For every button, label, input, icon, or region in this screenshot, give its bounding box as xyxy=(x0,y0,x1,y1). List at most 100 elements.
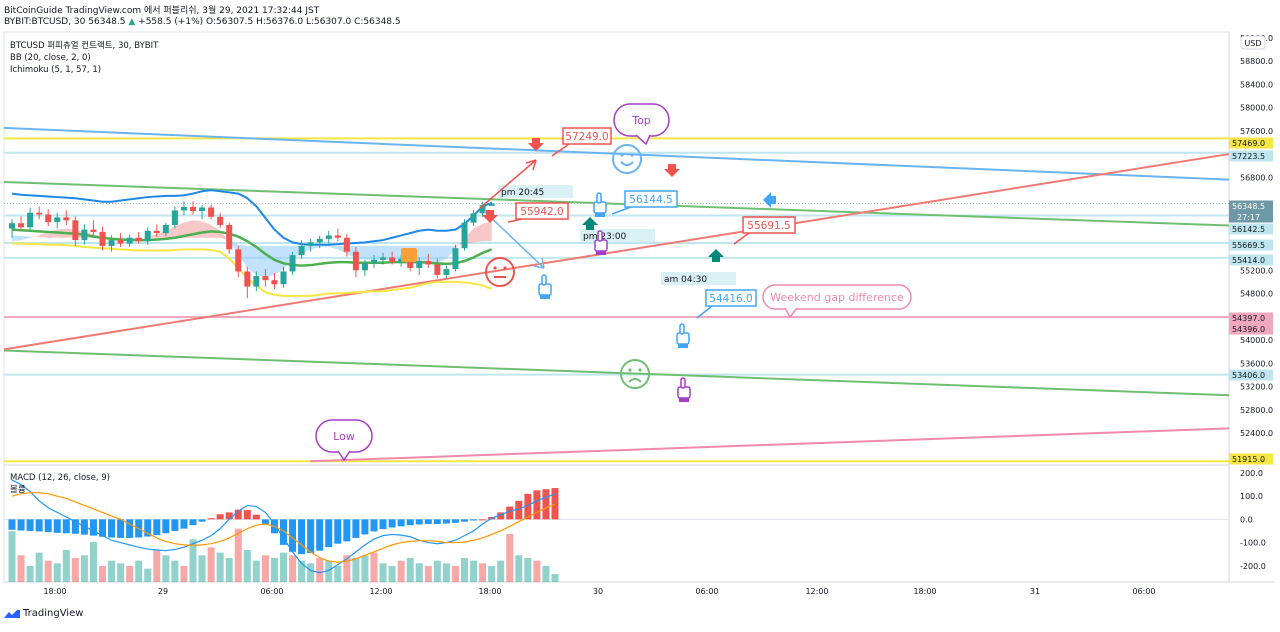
volume-legend: 볼륨 xyxy=(10,484,26,495)
x-tick-label: 12:00 xyxy=(805,587,828,596)
candle xyxy=(81,224,88,245)
macd-histogram-bar xyxy=(515,500,523,520)
macd-histogram-bar xyxy=(379,519,387,530)
hand-pointer-icon-palm xyxy=(538,283,552,296)
tradingview-logo[interactable]: TradingView xyxy=(4,608,83,619)
last-price: 56348.5 xyxy=(88,17,126,27)
price-label-55942-box xyxy=(515,202,569,220)
y-tick-label: 57600.0 xyxy=(1240,127,1273,136)
price-label: 56348.5 xyxy=(1232,202,1265,211)
price-label-57249: 57249.0 xyxy=(551,127,612,157)
macd-histogram-bar xyxy=(117,519,125,538)
hand-pointer-icon-cuff xyxy=(678,344,688,348)
candle xyxy=(371,255,377,268)
candle-body xyxy=(316,238,323,243)
candle-body xyxy=(280,271,287,285)
macd-histogram-bar xyxy=(189,519,197,526)
ichimoku-cloud-segment xyxy=(21,236,31,241)
volume-bar xyxy=(180,565,188,582)
macd-histogram-bar xyxy=(108,519,116,538)
down-arrow-icon xyxy=(482,210,498,223)
price-label-bg xyxy=(1229,323,1273,335)
candle xyxy=(479,201,486,217)
volume-bar xyxy=(316,557,324,582)
macd-histogram-bar xyxy=(144,519,152,537)
price-label-55691-text: 55691.5 xyxy=(747,220,790,232)
volume-bar xyxy=(334,565,342,582)
currency-button-label: USD xyxy=(1244,39,1261,48)
candle-body xyxy=(226,224,233,250)
volume-bar xyxy=(488,565,496,582)
price-label-54416-leader xyxy=(696,305,713,319)
ichimoku-cloud-segment xyxy=(392,245,402,260)
hand-pointer-icon-finger xyxy=(597,230,603,242)
volume-bar xyxy=(298,560,306,582)
price-label-55942-text: 55942.0 xyxy=(520,206,563,218)
candle-body xyxy=(262,276,269,281)
candle-body xyxy=(99,231,106,246)
volume-bar xyxy=(388,565,396,582)
ichimoku-cloud-segment xyxy=(202,221,212,238)
volume-bar xyxy=(80,555,88,582)
candle-body xyxy=(72,220,79,241)
hand-pointer-icon-palm xyxy=(594,239,608,252)
y-tick-label: 54800.0 xyxy=(1240,290,1273,299)
price-label-56144-leader xyxy=(611,206,632,215)
x-tick-label: 18:00 xyxy=(478,587,501,596)
candle xyxy=(325,230,332,244)
volume-bar xyxy=(307,563,315,582)
candle-body xyxy=(36,212,43,215)
price-label: 57223.5 xyxy=(1232,152,1265,161)
ichimoku-cloud-segment xyxy=(428,245,438,264)
candle xyxy=(18,216,25,231)
candle xyxy=(452,244,459,272)
price-label-54416: 54416.0 xyxy=(696,289,757,319)
legend-ichimoku: Ichimoku (5, 1, 57, 1) xyxy=(10,65,101,75)
hand-pointer-icon-finger xyxy=(596,192,602,204)
neutral-face-icon-eye xyxy=(503,266,507,270)
candle xyxy=(316,235,323,249)
candle-body xyxy=(45,214,52,223)
macd-histogram-bar xyxy=(361,519,369,535)
candle xyxy=(280,266,287,288)
volume-bar xyxy=(243,549,251,582)
macd-histogram-bar xyxy=(470,519,478,521)
x-tick-label: 06:00 xyxy=(695,587,718,596)
macd-histogram-bar xyxy=(17,519,25,531)
candle-body xyxy=(425,260,432,265)
candle xyxy=(425,254,432,268)
price-label-bg xyxy=(1229,369,1273,381)
macd-histogram-bar xyxy=(542,489,550,520)
bollinger-upper-line xyxy=(11,189,493,246)
price-label-55691-leader xyxy=(733,232,750,245)
top-bubble-tail xyxy=(635,134,651,146)
macd-histogram-bar xyxy=(216,514,224,520)
sad-face-icon-eye xyxy=(638,368,642,372)
candle xyxy=(470,209,477,227)
price-label-56144-box xyxy=(624,190,678,208)
ichimoku-cloud-segment xyxy=(310,245,320,250)
macd-y-tick-label: 0.0 xyxy=(1240,515,1253,524)
candle xyxy=(271,273,278,289)
low-bubble-tail xyxy=(337,450,351,462)
price-label: 57469.0 xyxy=(1232,139,1265,148)
legend-bb: BB (20, close, 2, 0) xyxy=(10,53,91,63)
sad-face-icon-eye xyxy=(628,368,632,372)
volume-bar xyxy=(397,560,405,582)
candle-body xyxy=(90,229,97,232)
candle xyxy=(434,258,441,279)
macd-histogram-bar xyxy=(352,519,360,538)
price-label-54416-box xyxy=(705,289,757,307)
macd-histogram-bar xyxy=(298,519,306,555)
candle xyxy=(54,212,61,229)
sad-face-icon xyxy=(620,359,650,389)
volume-bar xyxy=(361,555,369,582)
up-arrow-icon xyxy=(582,217,598,230)
currency-button[interactable]: USD xyxy=(1240,35,1266,50)
macd-histogram-bar xyxy=(162,519,170,534)
volume-bar xyxy=(542,565,550,582)
macd-histogram-bar xyxy=(307,519,315,553)
candle-body xyxy=(153,230,160,234)
